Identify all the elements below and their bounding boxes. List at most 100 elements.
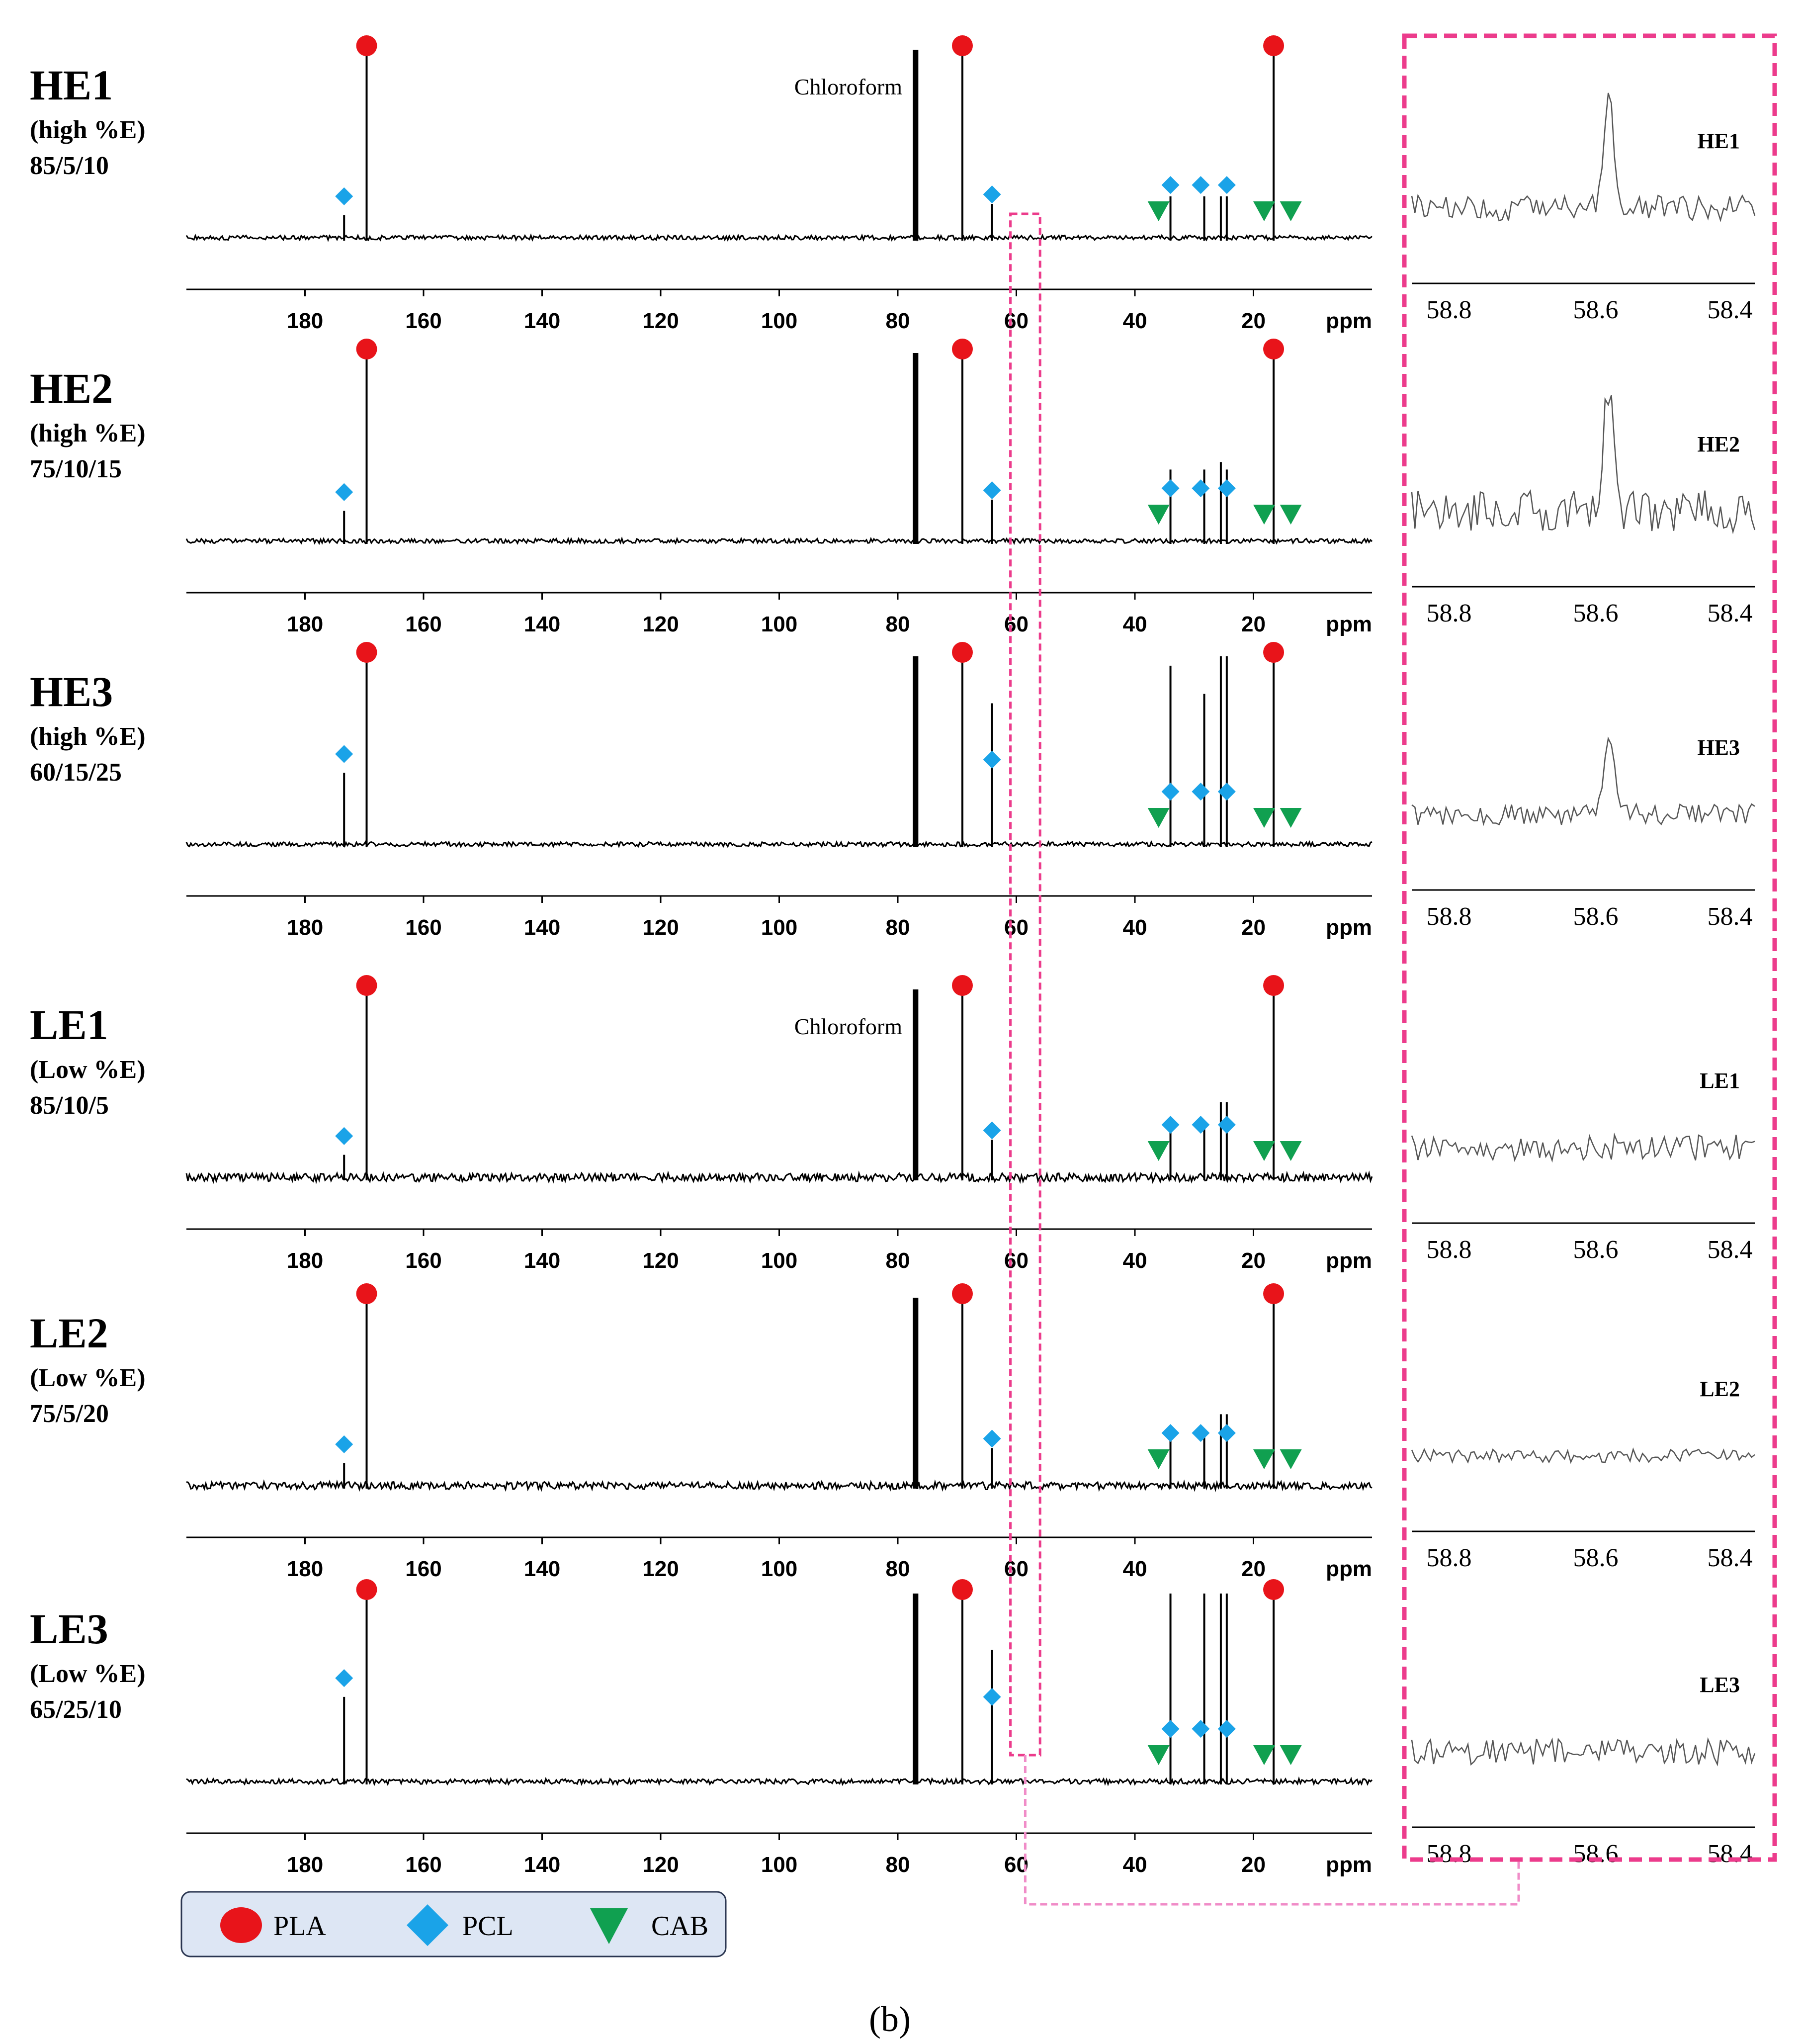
x-axis-unit-label: ppm (1326, 309, 1372, 333)
triangle-down-icon (590, 1908, 628, 1944)
marker-cab-icon (1147, 1745, 1170, 1765)
marker-pla-icon (1263, 339, 1285, 359)
marker-cab-icon (1253, 1141, 1275, 1161)
marker-pcl-icon (983, 750, 1001, 769)
marker-pla-icon (951, 1283, 973, 1304)
marker-pla-icon (1263, 1283, 1285, 1304)
marker-pla-icon (356, 35, 377, 56)
chloroform-annotation: Chloroform (794, 1014, 902, 1039)
spectrum-baseline (185, 536, 1373, 545)
marker-pcl-icon (335, 1127, 353, 1145)
marker-pla-icon (1263, 1579, 1285, 1600)
marker-pcl-icon (1161, 1720, 1180, 1738)
x-axis-unit-label: ppm (1326, 612, 1372, 636)
inset-label: HE3 (1697, 735, 1740, 760)
x-axis-unit-label: ppm (1326, 1248, 1372, 1273)
marker-pcl-icon (1161, 783, 1180, 801)
sample-name: HE1 (30, 61, 113, 109)
x-tick-label: 180 (287, 309, 323, 333)
sample-subtitle: (high %E) (30, 722, 146, 751)
inset-tick-label: 58.4 (1708, 1236, 1753, 1264)
sample-ratio: 75/5/20 (30, 1400, 109, 1428)
marker-pla-icon (951, 339, 973, 359)
x-axis-unit-label: ppm (1326, 1557, 1372, 1581)
marker-pcl-icon (1192, 1424, 1210, 1442)
sample-name: LE3 (30, 1605, 108, 1653)
inset-tick-label: 58.8 (1427, 599, 1472, 627)
marker-pcl-icon (1217, 176, 1236, 194)
x-tick-label: 60 (1004, 1248, 1029, 1273)
x-tick-label: 100 (761, 309, 797, 333)
sample-ratio: 85/10/5 (30, 1091, 109, 1120)
inset-tick-label: 58.6 (1573, 1544, 1619, 1572)
marker-cab-icon (1253, 808, 1275, 828)
inset-trace (1411, 1132, 1755, 1163)
marker-pcl-icon (1192, 479, 1210, 498)
marker-pcl-icon (1217, 479, 1236, 498)
inset-trace (1411, 92, 1756, 223)
spectrum-panel-he1: HE1 (high %E) 85/5/10 Chloroform 180 160 140 12… (30, 35, 1373, 333)
inset-trace (1411, 1447, 1755, 1464)
marker-pcl-icon (983, 1688, 1001, 1706)
marker-pla-icon (1263, 35, 1285, 56)
x-tick-label: 60 (1004, 915, 1029, 940)
sample-name: LE2 (30, 1309, 108, 1357)
marker-pla-icon (1263, 642, 1285, 663)
x-tick-label: 60 (1004, 309, 1029, 333)
x-tick-label: 160 (405, 1853, 441, 1877)
inset-tick-label: 58.4 (1708, 296, 1753, 324)
x-tick-label: 160 (405, 309, 441, 333)
marker-pla-icon (356, 1283, 377, 1304)
spectrum-baseline (185, 840, 1373, 849)
inset-tick-label: 58.8 (1427, 1840, 1472, 1868)
x-tick-label: 40 (1123, 612, 1147, 636)
inset-trace (1411, 1737, 1756, 1767)
marker-cab-icon (1280, 1745, 1302, 1765)
x-tick-label: 180 (287, 612, 323, 636)
marker-cab-icon (1253, 201, 1275, 221)
marker-pcl-icon (1217, 1720, 1236, 1738)
highlight-overlays (1009, 33, 1777, 1906)
x-tick-label: 140 (524, 612, 560, 636)
x-tick-label: 100 (761, 1248, 797, 1273)
x-tick-label: 140 (524, 1557, 560, 1581)
spectra-panels: HE1 (high %E) 85/5/10 Chloroform 180 160 140 12… (30, 35, 1373, 1877)
inset-label: LE3 (1700, 1673, 1740, 1697)
legend-label: PLA (273, 1911, 326, 1942)
sample-subtitle: (Low %E) (30, 1056, 146, 1084)
x-tick-label: 120 (642, 1557, 679, 1581)
x-tick-label: 20 (1241, 1557, 1266, 1581)
x-tick-label: 140 (524, 1853, 560, 1877)
marker-cab-icon (1147, 808, 1170, 828)
x-tick-label: 180 (287, 1853, 323, 1877)
inset-label: LE1 (1700, 1068, 1740, 1093)
marker-pcl-icon (983, 481, 1001, 499)
chloroform-annotation: Chloroform (794, 74, 902, 99)
marker-cab-icon (1253, 1745, 1275, 1765)
x-tick-label: 80 (886, 1557, 910, 1581)
marker-pcl-icon (983, 1121, 1001, 1140)
legend-label: CAB (651, 1911, 708, 1942)
x-tick-label: 120 (642, 612, 679, 636)
x-tick-label: 20 (1241, 612, 1266, 636)
marker-cab-icon (1253, 505, 1275, 525)
x-tick-label: 20 (1241, 1853, 1266, 1877)
x-tick-label: 120 (642, 915, 679, 940)
x-tick-label: 40 (1123, 1853, 1147, 1877)
marker-pla-icon (356, 339, 377, 359)
sample-subtitle: (Low %E) (30, 1364, 146, 1392)
inset-frame-box (1402, 33, 1777, 1862)
marker-pcl-icon (1192, 1116, 1210, 1134)
x-tick-label: 160 (405, 1248, 441, 1273)
marker-pla-icon (951, 35, 973, 56)
x-tick-label: 140 (524, 309, 560, 333)
marker-pla-icon (951, 975, 973, 996)
sample-name: HE3 (30, 668, 113, 715)
inset-panels: HE1 58.8 58.6 58.4 HE2 58.8 58.6 58.4 HE3 58.8 58.… (1411, 92, 1756, 1868)
x-tick-label: 80 (886, 612, 910, 636)
inset-label: HE2 (1697, 432, 1740, 456)
marker-pcl-icon (1192, 1720, 1210, 1738)
x-tick-label: 160 (405, 1557, 441, 1581)
